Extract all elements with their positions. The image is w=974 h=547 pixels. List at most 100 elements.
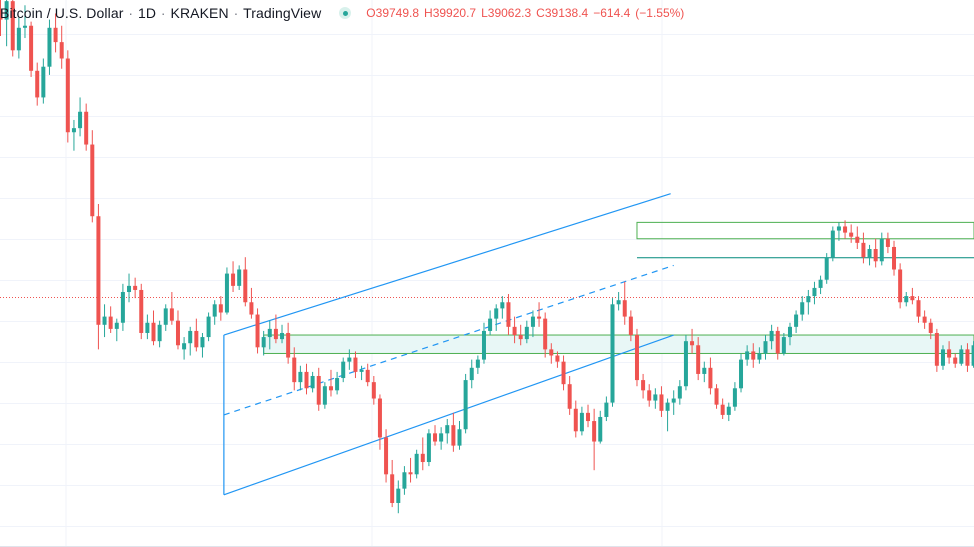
candle-down — [849, 232, 854, 237]
candle-down — [947, 349, 952, 358]
candle-down — [139, 289, 144, 333]
drawing-zones[interactable] — [0, 221, 974, 354]
candle-down — [273, 328, 278, 340]
interval-label[interactable]: 1D — [137, 5, 157, 21]
candle-up — [665, 402, 670, 411]
change-value: −614.4 — [593, 6, 631, 20]
candle-down — [316, 375, 321, 405]
candle-down — [218, 304, 223, 313]
candle-down — [243, 269, 248, 303]
candle-down — [892, 246, 897, 270]
candle-up — [22, 25, 27, 28]
candle-down — [194, 330, 199, 348]
candlestick-series — [0, 0, 974, 514]
candle-down — [573, 408, 578, 432]
candle-down — [10, 1, 15, 51]
candle-up — [671, 398, 676, 403]
candle-up — [71, 128, 76, 133]
market-status-icon[interactable] — [339, 7, 352, 19]
candle-down — [371, 382, 376, 399]
candle-down — [696, 345, 701, 374]
candle-down — [873, 249, 878, 262]
open-label: O — [366, 6, 376, 20]
candle-down — [555, 355, 560, 362]
candle-down — [255, 314, 260, 348]
candle-up — [677, 386, 682, 399]
candle-up — [414, 453, 419, 475]
candle-up — [237, 269, 242, 286]
candle-down — [231, 273, 236, 286]
candle-up — [971, 345, 974, 366]
candle-up — [867, 249, 872, 258]
candle-up — [500, 302, 505, 309]
trend-channel[interactable] — [223, 193, 674, 496]
candle-up — [757, 353, 762, 360]
candle-up — [800, 302, 805, 315]
candle-up — [224, 273, 229, 313]
candle-up — [683, 341, 688, 387]
low-value: 39062.3 — [487, 6, 532, 20]
candle-down — [641, 380, 646, 391]
candle-up — [445, 425, 450, 434]
candle-up — [114, 322, 119, 329]
candle-up — [745, 351, 750, 360]
candle-up — [940, 349, 945, 366]
candle-down — [249, 302, 254, 315]
open-value: 39749.8 — [375, 6, 420, 20]
candle-down — [659, 394, 664, 411]
candle-up — [579, 412, 584, 432]
candle-up — [322, 386, 327, 405]
candle-down — [592, 421, 597, 442]
candle-up — [702, 367, 707, 374]
candle-down — [96, 216, 101, 325]
candle-down — [286, 332, 291, 358]
candle-down — [898, 269, 903, 303]
channel-mid-line — [223, 264, 674, 416]
candle-up — [396, 488, 401, 503]
symbol-name[interactable]: Bitcoin / U.S. Dollar — [0, 5, 124, 21]
candle-down — [304, 371, 309, 389]
candle-up — [359, 369, 364, 372]
candle-down — [408, 472, 413, 475]
source-label: TradingView — [243, 5, 322, 21]
candle-down — [390, 474, 395, 503]
candle-up — [481, 330, 486, 360]
candle-up — [188, 330, 193, 344]
candle-up — [157, 324, 162, 342]
high-label: H — [424, 6, 433, 20]
candle-up — [310, 375, 315, 389]
candle-down — [855, 236, 860, 243]
candle-up — [47, 27, 52, 67]
candle-down — [549, 349, 554, 356]
candle-down — [622, 300, 627, 317]
candle-up — [78, 111, 83, 129]
candle-up — [280, 332, 285, 340]
candle-down — [53, 27, 58, 43]
low-label: L — [481, 6, 488, 20]
candle-down — [634, 335, 639, 381]
candle-down — [433, 433, 438, 442]
candle-down — [35, 70, 40, 98]
ohlc-values: O39749.8 H39920.7 L39062.3 C39138.4 −614… — [366, 6, 684, 20]
candle-up — [836, 226, 841, 231]
close-value: 39138.4 — [544, 6, 589, 20]
candle-down — [151, 322, 156, 342]
legend-separator: · — [124, 5, 137, 21]
candle-down — [328, 386, 333, 391]
candle-down — [292, 357, 297, 383]
candle-up — [127, 285, 132, 293]
candle-down — [714, 388, 719, 405]
candle-up — [806, 296, 811, 303]
candle-down — [384, 437, 389, 475]
candle-up — [261, 337, 266, 348]
candle-up — [298, 371, 303, 383]
candle-up — [102, 316, 107, 325]
candle-down — [708, 367, 713, 389]
candle-down — [922, 316, 927, 323]
candle-up — [904, 296, 909, 303]
candle-up — [426, 433, 431, 463]
candle-up — [41, 66, 46, 98]
candle-down — [353, 357, 358, 372]
candle-up — [475, 359, 480, 368]
